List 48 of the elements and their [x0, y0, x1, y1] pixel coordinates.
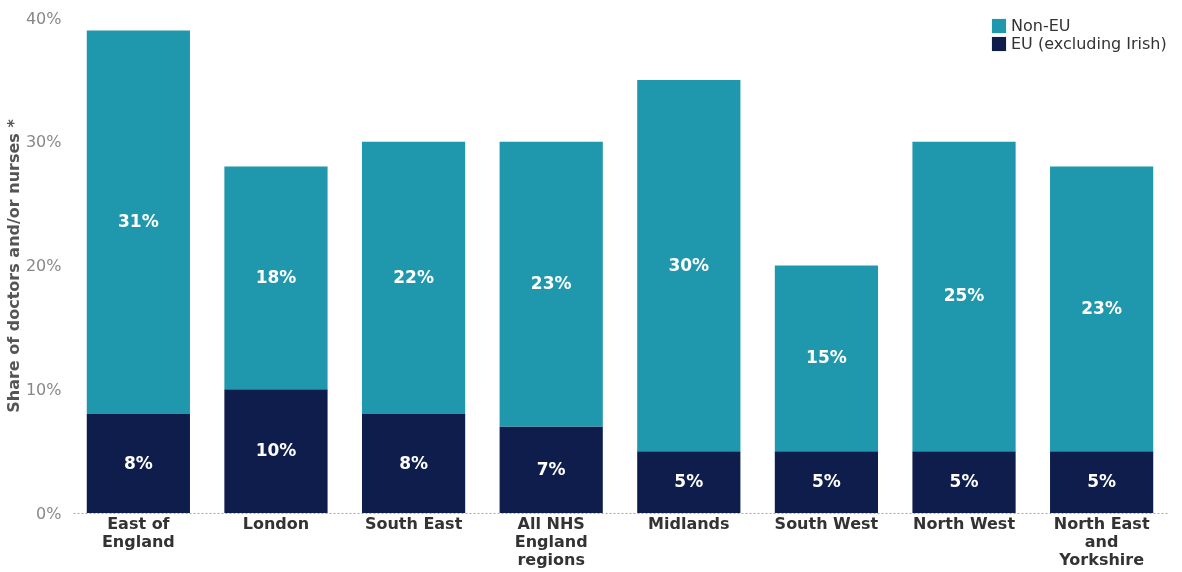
data-label: 8%	[123, 452, 153, 473]
y-tick-label: 30%	[25, 132, 62, 152]
bar	[224, 166, 328, 390]
x-tick-label: South East	[364, 513, 463, 533]
y-tick-label: 10%	[25, 379, 62, 399]
x-tick-label: East of England	[101, 513, 175, 551]
x-tick-label: North East and Yorkshire	[1053, 513, 1150, 569]
x-tick-label: All NHS England regions	[514, 513, 588, 569]
bar	[499, 426, 603, 513]
legend-label: Non-EU	[1011, 16, 1071, 35]
bar	[912, 451, 1016, 513]
bar	[1050, 166, 1154, 452]
data-label: 18%	[255, 266, 297, 287]
data-label: 22%	[393, 266, 434, 287]
bar	[86, 30, 190, 414]
y-tick-label: 0%	[36, 503, 62, 523]
bar	[774, 451, 879, 513]
data-label: 5%	[811, 471, 841, 492]
data-label: 23%	[1081, 297, 1122, 318]
data-label: 31%	[118, 211, 159, 232]
bar	[1050, 451, 1154, 513]
bar	[499, 141, 603, 427]
legend-label: EU (excluding Irish)	[1011, 34, 1167, 53]
bar	[637, 79, 741, 452]
bar	[912, 141, 1016, 452]
bar	[361, 414, 466, 513]
bar	[774, 265, 879, 452]
data-label: 5%	[1087, 471, 1117, 492]
data-label: 7%	[536, 458, 566, 479]
y-axis-title: Share of doctors and/or nurses *	[3, 118, 23, 413]
bar	[224, 389, 328, 513]
x-tick-label: Midlands	[648, 513, 730, 533]
y-tick-label: 20%	[25, 256, 62, 275]
data-label: 15%	[806, 347, 847, 368]
data-label: 30%	[668, 254, 710, 275]
y-tick-label: 40%	[25, 8, 62, 28]
data-label: 8%	[399, 452, 429, 473]
data-label: 5%	[949, 471, 979, 492]
data-label: 23%	[530, 273, 572, 294]
x-tick-label: North West	[913, 513, 1016, 533]
data-label: 25%	[943, 285, 985, 306]
bar	[361, 141, 466, 414]
x-tick-label: South West	[774, 513, 879, 533]
bar	[86, 414, 190, 513]
data-label: 5%	[674, 471, 704, 492]
bar	[637, 451, 741, 513]
data-label: 10%	[255, 440, 297, 461]
x-tick-label: London	[242, 513, 310, 533]
